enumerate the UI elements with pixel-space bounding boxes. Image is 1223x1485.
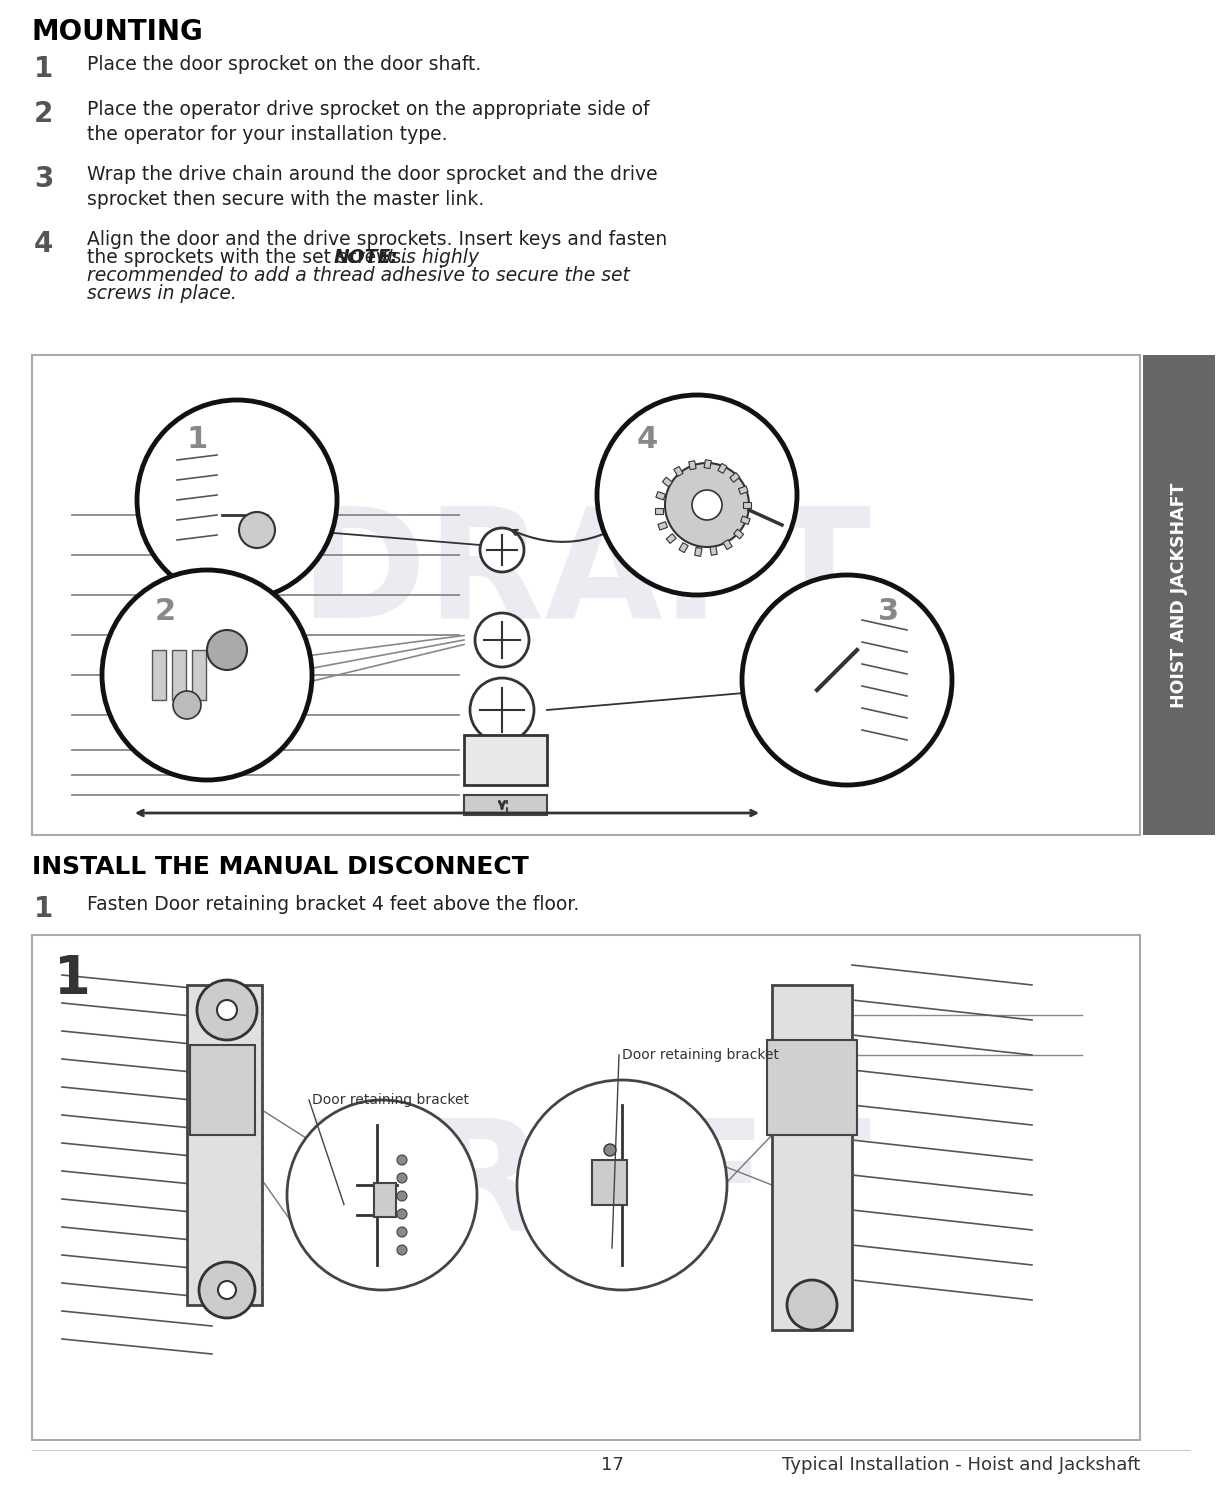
Bar — [192, 650, 205, 699]
Circle shape — [197, 980, 257, 1040]
Bar — [374, 1184, 396, 1218]
Bar — [679, 542, 689, 552]
Bar — [663, 477, 673, 487]
Bar — [592, 1160, 627, 1204]
Bar — [695, 548, 702, 557]
Bar — [744, 502, 751, 508]
Text: 17: 17 — [600, 1455, 624, 1475]
Text: screws in place.: screws in place. — [87, 284, 237, 303]
Bar — [667, 533, 676, 544]
Bar — [723, 539, 733, 549]
Circle shape — [102, 570, 312, 780]
Circle shape — [218, 1282, 236, 1299]
Circle shape — [470, 679, 534, 742]
Circle shape — [479, 529, 523, 572]
Bar — [32, 936, 1140, 1440]
Circle shape — [137, 399, 338, 600]
Text: recommended to add a thread adhesive to secure the set: recommended to add a thread adhesive to … — [87, 266, 630, 285]
Text: 3: 3 — [34, 165, 54, 193]
Bar — [709, 546, 717, 555]
Text: Door retaining bracket: Door retaining bracket — [623, 1048, 779, 1062]
Circle shape — [172, 691, 201, 719]
Circle shape — [397, 1155, 407, 1166]
Bar — [152, 650, 166, 699]
Bar — [464, 735, 547, 786]
Text: 1: 1 — [34, 55, 54, 83]
Text: INSTALL THE MANUAL DISCONNECT: INSTALL THE MANUAL DISCONNECT — [32, 855, 528, 879]
Bar — [187, 985, 262, 1305]
Text: HOIST AND JACKSHAFT: HOIST AND JACKSHAFT — [1170, 483, 1188, 708]
Circle shape — [216, 999, 237, 1020]
Text: 2: 2 — [34, 99, 54, 128]
Text: NOTE:: NOTE: — [334, 248, 399, 267]
Text: 4: 4 — [637, 426, 658, 454]
Text: Door retaining bracket: Door retaining bracket — [312, 1093, 468, 1106]
Text: Wrap the drive chain around the door sprocket and the drive
sprocket then secure: Wrap the drive chain around the door spr… — [87, 165, 658, 209]
Bar — [730, 472, 740, 483]
Text: the sprockets with the set screws.: the sprockets with the set screws. — [87, 248, 413, 267]
Bar — [656, 492, 665, 500]
Circle shape — [692, 490, 722, 520]
Circle shape — [199, 1262, 256, 1319]
Circle shape — [665, 463, 748, 546]
Bar — [190, 1045, 256, 1135]
Circle shape — [397, 1209, 407, 1219]
Circle shape — [475, 613, 530, 667]
Text: DRAFT: DRAFT — [301, 500, 872, 649]
Bar — [741, 517, 750, 524]
Circle shape — [786, 1280, 837, 1331]
Circle shape — [397, 1191, 407, 1201]
Text: Typical Installation - Hoist and Jackshaft: Typical Installation - Hoist and Jacksha… — [781, 1455, 1140, 1475]
Text: Place the door sprocket on the door shaft.: Place the door sprocket on the door shaf… — [87, 55, 481, 74]
Text: 2: 2 — [154, 597, 176, 627]
Text: 1: 1 — [34, 895, 54, 924]
Text: 1: 1 — [187, 426, 208, 454]
Text: Place the operator drive sprocket on the appropriate side of
the operator for yo: Place the operator drive sprocket on the… — [87, 99, 649, 144]
Circle shape — [604, 1143, 616, 1155]
Bar — [658, 521, 668, 530]
Circle shape — [287, 1100, 477, 1290]
Bar — [1144, 355, 1214, 835]
Bar — [704, 460, 712, 469]
Bar — [772, 985, 852, 1331]
Text: Fasten Door retaining bracket 4 feet above the floor.: Fasten Door retaining bracket 4 feet abo… — [87, 895, 580, 913]
Text: Align the door and the drive sprockets. Insert keys and fasten: Align the door and the drive sprockets. … — [87, 230, 668, 249]
Circle shape — [517, 1080, 726, 1290]
Bar — [674, 466, 682, 477]
Bar — [172, 650, 186, 699]
Text: MOUNTING: MOUNTING — [32, 18, 204, 46]
Bar — [734, 529, 744, 539]
Circle shape — [742, 575, 951, 786]
Text: 4: 4 — [34, 230, 54, 258]
Bar — [718, 463, 726, 474]
Circle shape — [397, 1173, 407, 1184]
Bar — [739, 486, 748, 495]
Bar — [689, 460, 696, 469]
Text: DRAFT: DRAFT — [301, 1112, 872, 1262]
Circle shape — [397, 1227, 407, 1237]
Circle shape — [207, 630, 247, 670]
Bar — [656, 508, 663, 514]
Bar — [32, 355, 1140, 835]
Circle shape — [238, 512, 275, 548]
Circle shape — [397, 1244, 407, 1255]
Text: 1: 1 — [54, 953, 91, 1005]
Text: It is highly: It is highly — [375, 248, 479, 267]
Bar — [767, 1040, 857, 1135]
Text: 3: 3 — [878, 597, 900, 627]
Bar — [464, 794, 547, 815]
Circle shape — [597, 395, 797, 595]
